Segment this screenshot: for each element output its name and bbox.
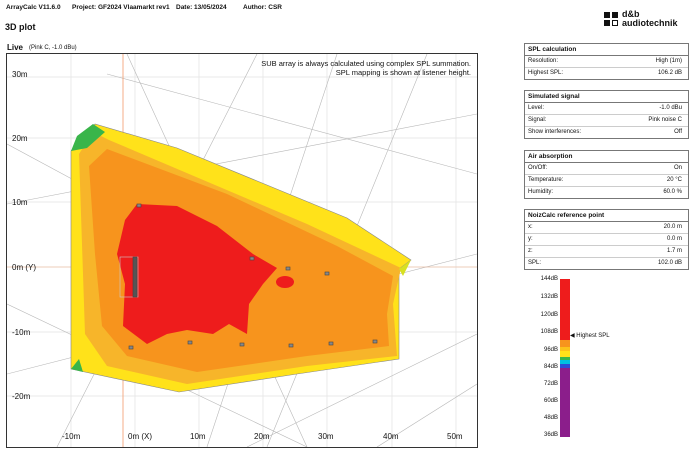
y-label-0: 0m (Y) (12, 263, 36, 272)
panel-row: y: 0.0 m (525, 234, 688, 246)
panel-row: Signal: Pink noise C (525, 115, 688, 127)
y-label-minus20: -20m (12, 392, 31, 401)
panel-title: SPL calculation (525, 44, 688, 56)
scale-tick: 144dB (540, 276, 558, 282)
x-label-10: 10m (190, 432, 206, 441)
y-label-10: 10m (12, 198, 28, 207)
page-title: 3D plot (5, 22, 36, 32)
brand-logo: d&b audiotechnik (604, 10, 688, 32)
panel-row: Show interferences: Off (528, 129, 682, 135)
panel-title: Simulated signal (525, 91, 688, 103)
panel-simulated-signal: Simulated signal Level: -1.0 dBu Signal: P… (524, 90, 689, 139)
x-label-0: 0m (X) (128, 432, 152, 441)
panel-row: x: 20.0 m (525, 222, 688, 234)
spl-color-map (70, 123, 412, 393)
y-label-30: 30m (12, 70, 28, 79)
panel-row: Level: -1.0 dBu (525, 103, 688, 115)
x-label-minus10: -10m (62, 432, 81, 441)
panel-row: Highest SPL: 106.2 dB (528, 70, 682, 76)
scale-tick: 120dB (540, 312, 558, 318)
live-label: Live (7, 43, 24, 52)
x-label-20: 20m (254, 432, 270, 441)
spl-color-scale (560, 279, 570, 437)
highest-spl-label: Highest SPL (576, 333, 610, 339)
arrow-left-icon: ◀ (570, 333, 575, 339)
scale-tick: 60dB (543, 398, 558, 404)
note-listener-height: SPL mapping is shown at listener height. (335, 68, 471, 77)
report-date: Date: 13/05/2024 (176, 4, 227, 11)
panel-title: Air absorption (525, 151, 688, 163)
note-sub-array: SUB array is always calculated using com… (261, 59, 471, 68)
x-label-40: 40m (383, 432, 399, 441)
panel-row: SPL: 102.0 dB (528, 260, 682, 266)
logo-line1: d&b (622, 9, 640, 19)
panel-row: z: 1.7 m (525, 246, 688, 258)
y-label-20: 20m (12, 134, 28, 143)
x-label-50: 50m (447, 432, 463, 441)
panel-row: Humidity: 60.0 % (528, 189, 682, 195)
spl-plot-area[interactable]: SUB array is always calculated using com… (6, 53, 478, 448)
panel-row: On/Off: On (525, 163, 688, 175)
panel-row: Temperature: 20 °C (525, 175, 688, 187)
logo-text: d&b audiotechnik (622, 10, 678, 28)
report-author: Author: CSR (243, 4, 282, 11)
app-version: ArrayCalc V11.6.0 (6, 4, 61, 11)
speaker-positions (119, 203, 378, 350)
scale-tick: 84dB (543, 364, 558, 370)
scale-tick: 48dB (543, 415, 558, 421)
scale-tick: 108dB (540, 329, 558, 335)
x-label-30: 30m (318, 432, 334, 441)
y-label-minus10: -10m (12, 328, 31, 337)
project-name: Project: GF2024 Vlaamarkt rev1 (72, 4, 170, 11)
panel-air-absorption: Air absorption On/Off: On Temperature: 20 … (524, 150, 689, 199)
scale-tick: 72dB (543, 381, 558, 387)
panel-noizcalc-reference: NoizCalc reference point x: 20.0 m y: 0.0 … (524, 209, 689, 270)
panel-row: Resolution: High (1m) (525, 56, 688, 68)
logo-line2: audiotechnik (622, 18, 678, 28)
scale-tick: 36dB (543, 432, 558, 438)
logo-mark-icon (604, 12, 618, 26)
live-signal-info: (Pink C, -1.0 dBu) (29, 45, 77, 51)
scale-tick: 132dB (540, 294, 558, 300)
spl-map-svg (7, 54, 477, 447)
panel-spl-calculation: SPL calculation Resolution: High (1m) Hig… (524, 43, 689, 80)
highest-spl-marker: ◀ Highest SPL (570, 332, 610, 339)
panel-title: NoizCalc reference point (525, 210, 688, 222)
scale-tick: 96dB (543, 347, 558, 353)
